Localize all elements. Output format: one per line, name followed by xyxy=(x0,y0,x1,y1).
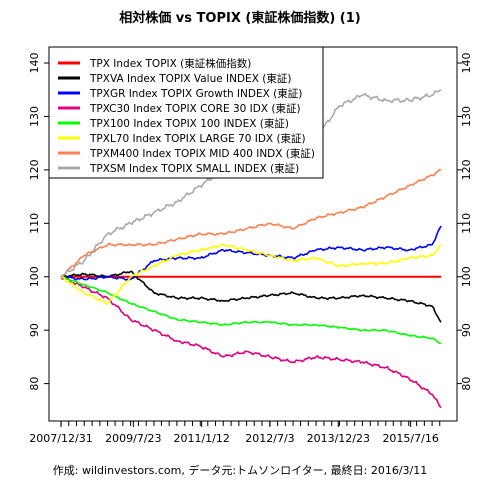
y-tick-label-left: 100 xyxy=(28,266,41,287)
chart-title: 相対株価 vs TOPIX (東証株価指数) (1) xyxy=(119,10,360,26)
series-line xyxy=(60,243,442,305)
series-group xyxy=(60,89,442,409)
series-line xyxy=(60,225,442,281)
series-line xyxy=(60,270,442,323)
legend-label: TPXC30 Index TOPIX CORE 30 IDX (東証) xyxy=(89,102,301,115)
y-tick-label-right: 130 xyxy=(460,106,473,127)
x-tick-label: 2011/1/12 xyxy=(173,432,229,445)
legend-label: TPXGR Index TOPIX Growth INDEX (東証) xyxy=(89,87,302,100)
x-tick-label: 2013/12/23 xyxy=(307,432,370,445)
y-tick-label-left: 140 xyxy=(28,53,41,74)
legend-label: TPXVA Index TOPIX Value INDEX (東証) xyxy=(89,72,291,85)
y-tick-label-right: 110 xyxy=(460,213,473,234)
x-tick-label: 2009/7/23 xyxy=(105,432,161,445)
x-tick-label: 2007/12/31 xyxy=(29,432,92,445)
y-tick-label-right: 90 xyxy=(460,323,473,337)
y-tick-label-right: 100 xyxy=(460,266,473,287)
caption: 作成: wildinvestors.com, データ元:トムソンロイター, 最終… xyxy=(53,463,427,477)
legend-label: TPXL70 Index TOPIX LARGE 70 IDX (東証) xyxy=(89,132,306,145)
series-line xyxy=(60,276,442,409)
x-tick-label: 2015/7/16 xyxy=(382,432,438,445)
legend-box xyxy=(48,46,324,179)
y-tick-label-right: 80 xyxy=(460,377,473,391)
y-tick-label-right: 140 xyxy=(460,53,473,74)
legend-label: TPXSM Index TOPIX SMALL INDEX (東証) xyxy=(89,162,299,175)
y-tick-label-left: 80 xyxy=(28,377,41,391)
legend-label: TPX100 Index TOPIX 100 INDEX (東証) xyxy=(89,117,289,130)
y-tick-label-left: 110 xyxy=(28,213,41,234)
y-tick-label-left: 120 xyxy=(28,159,41,180)
y-tick-label-left: 90 xyxy=(28,323,41,337)
legend-label: TPX Index TOPIX (東証株価指数) xyxy=(89,57,251,70)
y-tick-label-right: 120 xyxy=(460,159,473,180)
legend-label: TPXM400 Index TOPIX MID 400 INDX (東証) xyxy=(89,147,315,160)
y-tick-label-left: 130 xyxy=(28,106,41,127)
series-line xyxy=(60,168,442,278)
series-line xyxy=(60,275,442,345)
x-tick-label: 2012/7/3 xyxy=(245,432,294,445)
